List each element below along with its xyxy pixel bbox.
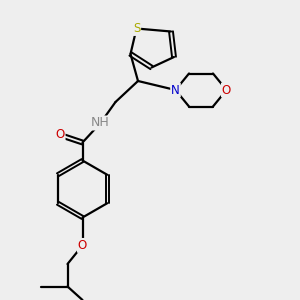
Text: O: O — [56, 128, 64, 142]
Text: O: O — [78, 239, 87, 252]
Text: S: S — [133, 22, 140, 35]
Text: NH: NH — [91, 116, 110, 130]
Text: N: N — [171, 83, 180, 97]
Text: O: O — [222, 83, 231, 97]
